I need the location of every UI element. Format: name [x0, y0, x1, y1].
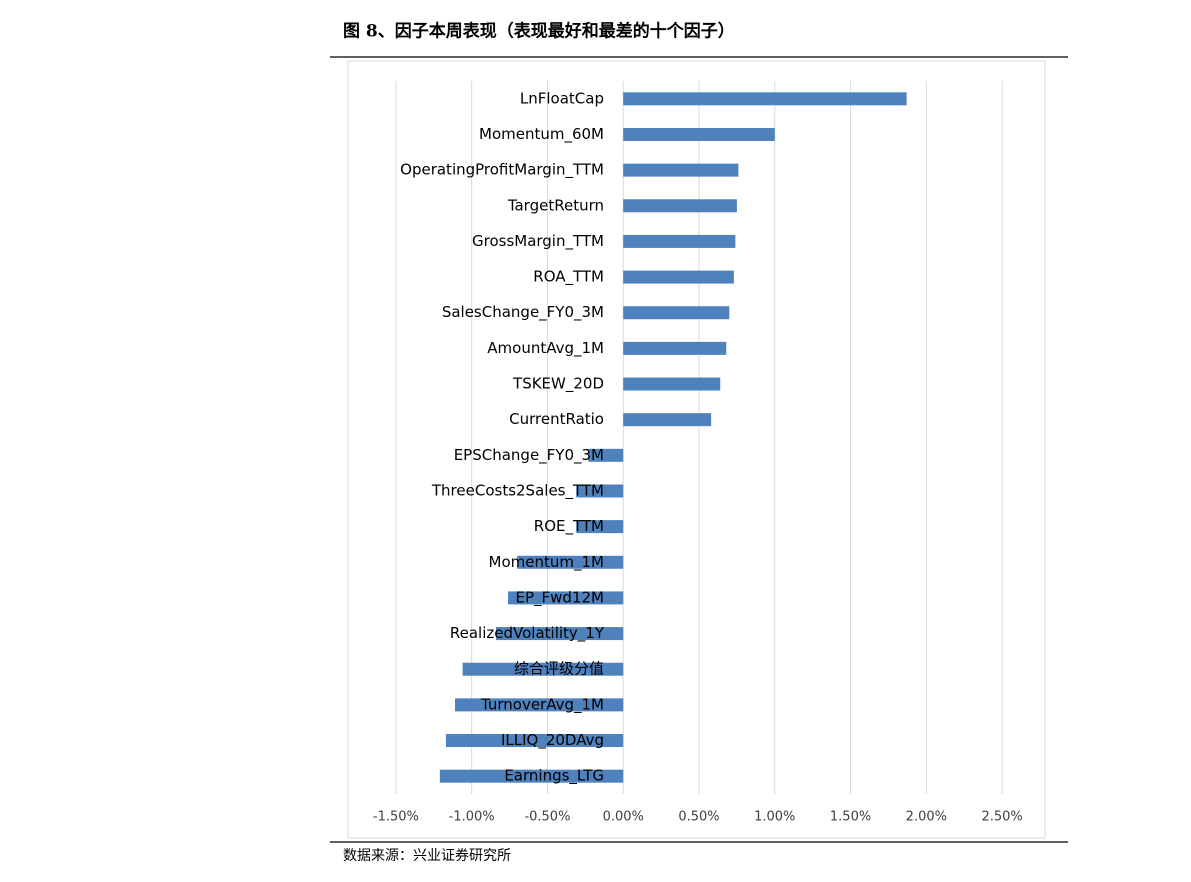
bar	[623, 413, 712, 427]
category-label: ILLIQ_20DAvg	[501, 731, 604, 750]
bar	[623, 306, 730, 320]
category-label: EPSChange_FY0_3M	[454, 446, 604, 465]
bar	[462, 662, 624, 676]
x-tick-label: 1.50%	[830, 810, 871, 825]
x-tick-label: -1.00%	[449, 810, 495, 825]
category-label: TurnoverAvg_1M	[480, 695, 604, 714]
category-label: RealizedVolatility_1Y	[450, 624, 605, 643]
bar	[508, 591, 624, 605]
x-tick-label: 0.50%	[678, 810, 719, 825]
category-label: CurrentRatio	[509, 410, 604, 428]
bar	[623, 377, 721, 391]
x-tick-label: 2.50%	[981, 810, 1022, 825]
bar	[623, 127, 775, 141]
bar	[495, 627, 624, 641]
category-label: Earnings_LTG	[504, 767, 604, 786]
x-tick-label: 0.00%	[603, 810, 644, 825]
bar	[576, 520, 624, 534]
category-label: Momentum_1M	[489, 553, 604, 572]
x-tick-label: -0.50%	[524, 810, 570, 825]
bar	[439, 769, 624, 783]
bar	[623, 163, 739, 177]
bar	[623, 199, 737, 213]
x-tick-label: 1.00%	[754, 810, 795, 825]
bar	[576, 484, 624, 498]
category-label: ROE_TTM	[534, 517, 604, 536]
category-label: ROA_TTM	[533, 268, 604, 287]
bar	[517, 555, 624, 569]
x-tick-label: -1.50%	[373, 810, 419, 825]
source: 数据来源：兴业证券研究所	[343, 848, 511, 864]
category-label: TSKEW_20D	[512, 375, 604, 394]
category-label: AmountAvg_1M	[487, 339, 604, 358]
category-label: 综合评级分值	[514, 660, 604, 678]
category-label: TargetReturn	[507, 196, 604, 214]
plot-border	[347, 60, 1046, 839]
bar	[623, 341, 727, 355]
category-label: ThreeCosts2Sales_TTM	[431, 481, 604, 500]
x-tick-label: 2.00%	[906, 810, 947, 825]
category-label: Momentum_60M	[479, 125, 604, 144]
bar	[454, 698, 624, 712]
bar	[588, 448, 624, 462]
bar	[623, 234, 736, 248]
category-label: GrossMargin_TTM	[472, 232, 604, 251]
bar	[445, 734, 624, 748]
bar	[623, 92, 907, 106]
category-label: LnFloatCap	[520, 89, 604, 107]
category-label: EP_Fwd12M	[516, 588, 604, 607]
chart-title: 图 8、因子本周表现（表现最好和最差的十个因子）	[343, 21, 735, 42]
category-label: OperatingProfitMargin_TTM	[400, 161, 604, 180]
category-label: SalesChange_FY0_3M	[442, 303, 604, 322]
bar	[623, 270, 734, 284]
